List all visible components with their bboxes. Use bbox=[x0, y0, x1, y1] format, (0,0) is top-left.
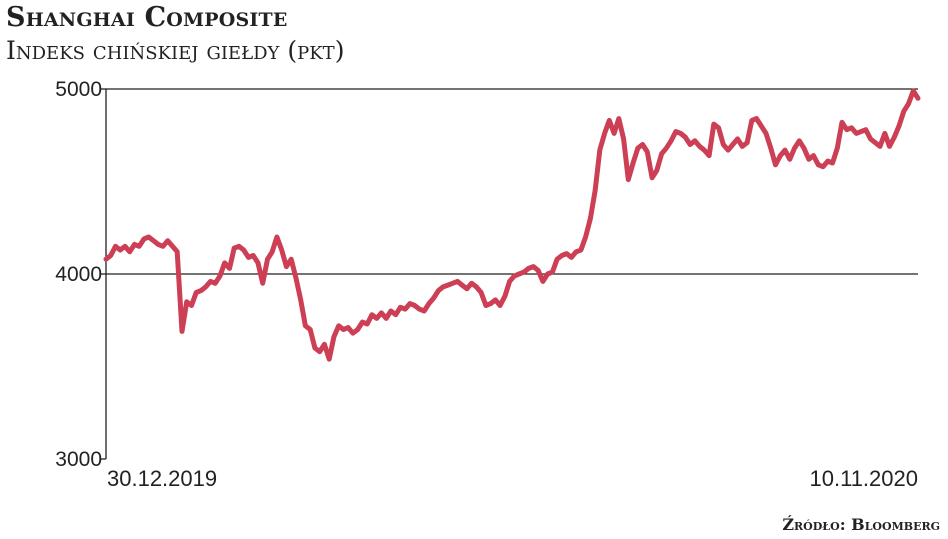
chart-subtitle: Indeks chińskiej giełdy (pkt) bbox=[6, 36, 345, 65]
source-note: Źródło: Bloomberg bbox=[782, 515, 940, 534]
x-tick-label-start: 30.12.2019 bbox=[107, 466, 217, 491]
line-chart: 3000 4000 5000 30.12.2019 10.11.2020 bbox=[55, 78, 921, 491]
gridlines bbox=[106, 88, 918, 275]
x-tick-labels: 30.12.2019 10.11.2020 bbox=[107, 466, 918, 491]
y-tick-labels: 3000 4000 5000 bbox=[55, 78, 102, 471]
y-tick-label-5000: 5000 bbox=[55, 78, 102, 101]
series-line-0 bbox=[103, 88, 921, 362]
series-layer bbox=[103, 88, 921, 362]
y-tick-label-4000: 4000 bbox=[55, 263, 102, 286]
axes bbox=[100, 88, 107, 460]
x-tick-label-end: 10.11.2020 bbox=[810, 466, 918, 491]
chart-title: Shanghai Composite bbox=[6, 2, 288, 33]
y-tick-label-3000: 3000 bbox=[55, 448, 102, 471]
